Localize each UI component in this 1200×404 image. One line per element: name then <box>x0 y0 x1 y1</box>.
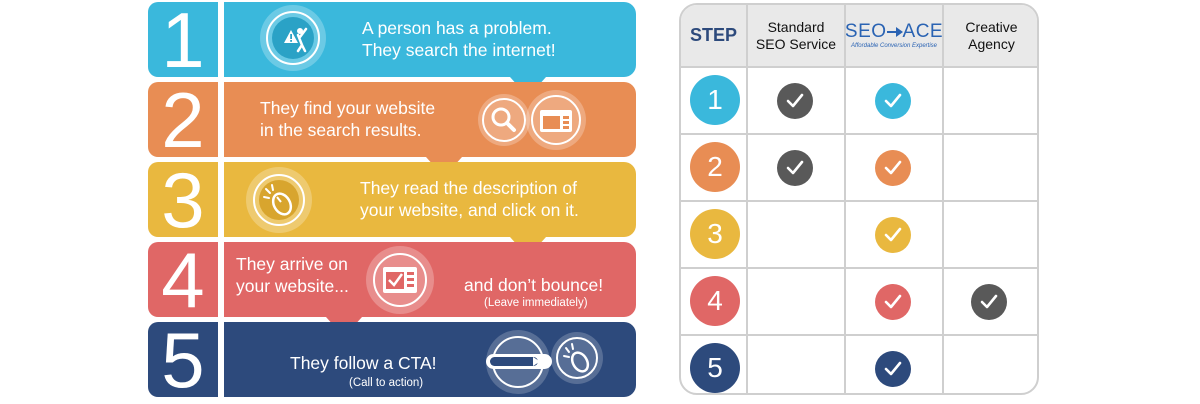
step-number-5: 5 <box>148 321 218 399</box>
grid-line <box>746 5 748 393</box>
step-row-3: 3 They read the description of your webs… <box>148 161 636 239</box>
checkmark-icon <box>875 351 911 387</box>
step-3-line-2: your website, and click on it. <box>360 200 579 220</box>
seoace-logo-right: ACE <box>902 20 944 42</box>
step-4-line-2: your website... <box>236 276 349 296</box>
step-2-line-1: They find your website <box>260 98 436 118</box>
step-number-2: 2 <box>148 81 218 159</box>
table-step-1: 1 <box>690 75 740 125</box>
step-row-1: 1 A person has a problem. They search th… <box>148 1 636 79</box>
frustrated-person-icon <box>260 5 326 71</box>
header-seoace-logo: SEO ACE Affordable Conversion Expertise <box>844 5 944 66</box>
table-step-4: 4 <box>690 276 740 326</box>
step-1-line-1: A person has a problem. <box>362 18 552 38</box>
header-standard-seo: Standard SEO Service <box>748 5 846 66</box>
checkmark-icon <box>875 284 911 320</box>
grid-line <box>681 133 1037 135</box>
header-standard-line-1: Standard <box>767 18 825 35</box>
step-3-line-1: They read the description of <box>360 178 577 198</box>
step-2-line-2: in the search results. <box>260 120 422 140</box>
step-bar-4 <box>224 242 636 317</box>
checkmark-icon <box>777 150 813 186</box>
step-5-subtext: (Call to action) <box>349 377 424 389</box>
header-step: STEP <box>681 5 748 66</box>
website-checklist-icon <box>366 246 434 314</box>
checkmark-icon <box>777 83 813 119</box>
grid-line <box>681 200 1037 202</box>
search-results-icon <box>474 90 586 150</box>
step-bar-5 <box>224 322 636 397</box>
step-row-4: 4 They arrive on your website... and don… <box>148 241 636 319</box>
grid-line <box>681 66 1037 68</box>
step-number-4: 4 <box>148 241 218 319</box>
step-4-line-1: They arrive on <box>236 254 348 274</box>
step-5-line-1: They follow a CTA! <box>290 353 437 373</box>
grid-line <box>681 334 1037 336</box>
seoace-logo-left: SEO <box>844 20 887 42</box>
table-step-3: 3 <box>690 209 740 259</box>
step-row-2: 2 They find your website in the search r… <box>148 81 636 159</box>
checkmark-icon <box>875 217 911 253</box>
grid-line <box>942 5 944 393</box>
grid-line <box>681 267 1037 269</box>
header-creative-agency: Creative Agency <box>944 5 1037 66</box>
checkmark-icon <box>875 83 911 119</box>
mouse-click-icon <box>246 167 312 233</box>
step-row-5: 5 They follow a CTA! (Call to action) <box>148 321 636 399</box>
header-standard-line-2: SEO Service <box>755 35 837 52</box>
header-agency-line-2: Agency <box>968 35 1015 52</box>
step-4-right-text: and don’t bounce! <box>464 275 604 295</box>
grid-line <box>844 5 846 393</box>
table-step-2: 2 <box>690 142 740 192</box>
header-agency-line-1: Creative <box>965 18 1018 35</box>
checkmark-icon <box>971 284 1007 320</box>
checkmark-icon <box>875 150 911 186</box>
step-number-3: 3 <box>148 161 218 239</box>
seoace-arrow-icon <box>886 26 903 37</box>
seoace-tagline: Affordable Conversion Expertise <box>850 42 938 49</box>
comparison-table: STEP Standard SEO Service SEO ACE Afford… <box>679 3 1039 395</box>
step-1-line-2: They search the internet! <box>362 40 556 60</box>
step-number-1: 1 <box>148 1 218 79</box>
cta-button-icon <box>478 326 608 394</box>
steps-infographic: 1 A person has a problem. They search th… <box>148 1 636 399</box>
step-4-right-subtext: (Leave immediately) <box>484 297 588 309</box>
table-step-5: 5 <box>690 343 740 393</box>
